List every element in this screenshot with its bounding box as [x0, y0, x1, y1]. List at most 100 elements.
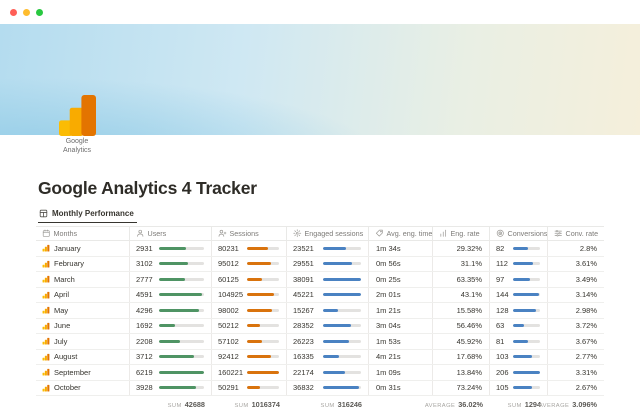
- cell-month[interactable]: May: [36, 303, 130, 318]
- cell-engaged[interactable]: 36832: [287, 380, 369, 395]
- column-header-sessions[interactable]: Sessions: [212, 227, 287, 240]
- cell-sessions[interactable]: 57102: [212, 334, 287, 349]
- cell-users[interactable]: 4591: [130, 287, 212, 302]
- cell-engaged[interactable]: 28352: [287, 318, 369, 333]
- cell-avg_time[interactable]: 1m 53s: [369, 334, 433, 349]
- cell-conversions[interactable]: 63: [490, 318, 548, 333]
- cell-conv_rate[interactable]: 3.72%: [548, 319, 604, 334]
- cell-avg_time[interactable]: 1m 21s: [369, 303, 433, 318]
- cell-month[interactable]: October: [36, 380, 130, 395]
- table-row[interactable]: March 2777 60125 38091 0m 25s 63.35% 97 3.49%: [36, 272, 604, 288]
- footer-engaged[interactable]: SUM 316246: [287, 400, 369, 409]
- cell-eng_rate[interactable]: 56.46%: [433, 318, 490, 333]
- cell-eng_rate[interactable]: 43.1%: [433, 287, 490, 302]
- cell-sessions[interactable]: 80231: [212, 241, 287, 256]
- table-row[interactable]: February 3102 95012 29551 0m 56s 31.1% 112 3.61…: [36, 256, 604, 272]
- cell-conversions[interactable]: 81: [490, 334, 548, 349]
- cell-conv_rate[interactable]: 2.67%: [548, 381, 604, 396]
- cell-conversions[interactable]: 105: [490, 380, 548, 395]
- cell-engaged[interactable]: 16335: [287, 349, 369, 364]
- table-row[interactable]: July 2208 57102 26223 1m 53s 45.92% 81 3.67%: [36, 334, 604, 350]
- cell-sessions[interactable]: 104925: [212, 287, 287, 302]
- table-row[interactable]: August 3712 92412 16335 4m 21s 17.68% 103 2.77%: [36, 349, 604, 365]
- cell-avg_time[interactable]: 0m 31s: [369, 380, 433, 395]
- cell-avg_time[interactable]: 0m 56s: [369, 256, 433, 271]
- table-row[interactable]: September 6219 160221 22174 1m 09s 13.84% 206 3…: [36, 365, 604, 381]
- cell-conv_rate[interactable]: 3.61%: [548, 257, 604, 272]
- cell-avg_time[interactable]: 0m 25s: [369, 272, 433, 287]
- cell-engaged[interactable]: 38091: [287, 272, 369, 287]
- cell-sessions[interactable]: 50212: [212, 318, 287, 333]
- cell-eng_rate[interactable]: 13.84%: [433, 365, 490, 380]
- cell-engaged[interactable]: 26223: [287, 334, 369, 349]
- cell-conversions[interactable]: 112: [490, 256, 548, 271]
- column-header-conversions[interactable]: Conversions: [490, 227, 548, 240]
- cell-conv_rate[interactable]: 2.8%: [548, 241, 604, 256]
- cell-avg_time[interactable]: 2m 01s: [369, 287, 433, 302]
- cell-avg_time[interactable]: 1m 09s: [369, 365, 433, 380]
- cell-engaged[interactable]: 23521: [287, 241, 369, 256]
- cell-users[interactable]: 2931: [130, 241, 212, 256]
- cell-avg_time[interactable]: 4m 21s: [369, 349, 433, 364]
- cell-sessions[interactable]: 92412: [212, 349, 287, 364]
- footer-sessions[interactable]: SUM 1016374: [212, 400, 287, 409]
- cell-month[interactable]: April: [36, 287, 130, 302]
- table-row[interactable]: June 1692 50212 28352 3m 04s 56.46% 63 3.72%: [36, 318, 604, 334]
- cell-month[interactable]: June: [36, 318, 130, 333]
- cell-engaged[interactable]: 45221: [287, 287, 369, 302]
- column-header-eng_rate[interactable]: Eng. rate: [433, 227, 490, 240]
- column-header-avg_time[interactable]: Avg. eng. time: [369, 227, 433, 240]
- cell-eng_rate[interactable]: 29.32%: [433, 241, 490, 256]
- cell-conv_rate[interactable]: 3.14%: [548, 288, 604, 303]
- cell-users[interactable]: 4296: [130, 303, 212, 318]
- cell-users[interactable]: 2777: [130, 272, 212, 287]
- cell-engaged[interactable]: 22174: [287, 365, 369, 380]
- cell-sessions[interactable]: 60125: [212, 272, 287, 287]
- footer-conv_rate[interactable]: AVERAGE 3.096%: [539, 400, 604, 409]
- close-button[interactable]: [10, 8, 17, 16]
- cell-eng_rate[interactable]: 73.24%: [433, 380, 490, 395]
- cell-conv_rate[interactable]: 2.77%: [548, 350, 604, 365]
- cell-users[interactable]: 3712: [130, 349, 212, 364]
- cell-eng_rate[interactable]: 17.68%: [433, 349, 490, 364]
- cell-avg_time[interactable]: 1m 34s: [369, 241, 433, 256]
- cell-engaged[interactable]: 29551: [287, 256, 369, 271]
- cell-sessions[interactable]: 50291: [212, 380, 287, 395]
- cell-conversions[interactable]: 206: [490, 365, 548, 380]
- cell-month[interactable]: August: [36, 349, 130, 364]
- table-row[interactable]: January 2931 80231 23521 1m 34s 29.32% 82 2.8%: [36, 241, 604, 257]
- cell-eng_rate[interactable]: 15.58%: [433, 303, 490, 318]
- cell-conv_rate[interactable]: 3.67%: [548, 334, 604, 349]
- cell-users[interactable]: 3928: [130, 380, 212, 395]
- cell-month[interactable]: January: [36, 241, 130, 256]
- cell-month[interactable]: July: [36, 334, 130, 349]
- cell-sessions[interactable]: 98002: [212, 303, 287, 318]
- cell-engaged[interactable]: 15267: [287, 303, 369, 318]
- cell-users[interactable]: 6219: [130, 365, 212, 380]
- zoom-button[interactable]: [36, 8, 43, 16]
- footer-eng_rate[interactable]: AVERAGE 36.02%: [425, 400, 490, 409]
- cell-sessions[interactable]: 95012: [212, 256, 287, 271]
- column-header-month[interactable]: Months: [36, 227, 130, 240]
- cell-eng_rate[interactable]: 45.92%: [433, 334, 490, 349]
- cell-users[interactable]: 1692: [130, 318, 212, 333]
- minimize-button[interactable]: [23, 8, 30, 16]
- cell-month[interactable]: March: [36, 272, 130, 287]
- cell-avg_time[interactable]: 3m 04s: [369, 318, 433, 333]
- cell-users[interactable]: 3102: [130, 256, 212, 271]
- cell-conv_rate[interactable]: 3.31%: [548, 365, 604, 380]
- column-header-users[interactable]: Users: [130, 227, 212, 240]
- cell-conversions[interactable]: 97: [490, 272, 548, 287]
- cell-conv_rate[interactable]: 2.98%: [548, 303, 604, 318]
- cell-month[interactable]: September: [36, 365, 130, 380]
- footer-users[interactable]: SUM 42688: [130, 400, 212, 409]
- cell-sessions[interactable]: 160221: [212, 365, 287, 380]
- cell-eng_rate[interactable]: 31.1%: [433, 256, 490, 271]
- page-title[interactable]: Google Analytics 4 Tracker: [38, 178, 257, 198]
- cell-conversions[interactable]: 144: [490, 287, 548, 302]
- cell-conversions[interactable]: 82: [490, 241, 548, 256]
- cell-conv_rate[interactable]: 3.49%: [548, 272, 604, 287]
- table-row[interactable]: October 3928 50291 36832 0m 31s 73.24% 105 2.67…: [36, 380, 604, 396]
- column-header-conv_rate[interactable]: Conv. rate: [548, 227, 604, 240]
- column-header-engaged[interactable]: Engaged sessions: [287, 227, 369, 240]
